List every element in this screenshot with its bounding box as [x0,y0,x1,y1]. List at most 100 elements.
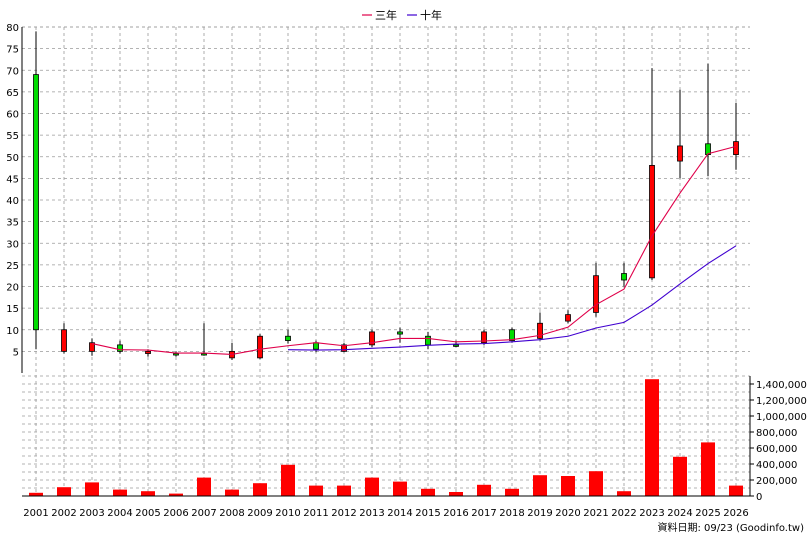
price-tick-label: 30 [6,239,19,250]
year-tick-label: 2010 [275,508,300,519]
volume-bar [253,483,267,496]
candle-body [481,331,487,344]
candles [33,31,739,361]
volume-bar [561,476,575,496]
year-tick-label: 2026 [723,508,748,519]
year-tick-label: 2007 [191,508,216,519]
year-tick-label: 2017 [471,508,496,519]
price-tick-label: 60 [6,110,19,121]
ma-3yr-line [91,145,737,355]
year-tick-label: 2021 [583,508,608,519]
price-tick-label: 50 [6,153,19,164]
price-tick-label: 45 [6,174,19,185]
volume-bar [533,475,547,496]
volume-bar [645,379,659,496]
candle-body [369,331,375,346]
grid [22,26,750,497]
year-tick-label: 2008 [219,508,244,519]
volume-tick-label: 1,400,000 [756,380,807,391]
price-tick-label: 80 [6,23,19,34]
candle-body [117,344,123,352]
price-tick-label: 5 [13,347,19,358]
candle-body [509,329,515,341]
volume-tick-label: 400,000 [756,460,797,471]
volume-tick-label: 0 [756,492,762,503]
price-tick-label: 25 [6,261,19,272]
volume-bar [197,477,211,496]
volume-tick-label: 600,000 [756,444,797,455]
candle-body [677,145,683,162]
volume-bar [57,487,71,496]
year-tick-label: 2019 [527,508,552,519]
volume-bar [309,485,323,496]
price-tick-label: 65 [6,88,19,99]
volume-bar [701,442,715,496]
candle-body [397,331,403,335]
price-tick-label: 35 [6,218,19,229]
year-tick-label: 2018 [499,508,524,519]
year-tick-label: 2024 [667,508,692,519]
price-tick-label: 70 [6,66,19,77]
ma-10yr-line [287,245,737,351]
candle-body [173,353,179,356]
data-date-credit: 資料日期: 09/23 (Goodinfo.tw) [657,521,804,534]
volume-bar [365,477,379,496]
volume-bar [225,489,239,496]
volume-bar [505,488,519,496]
candle-body [565,314,571,322]
candle-body [425,335,431,346]
axes: 51015202530354045505560657075800200,0004… [6,23,807,519]
legend-label-3yr: 三年 [375,8,397,22]
volume-bar [85,482,99,496]
candle-body [649,164,655,279]
candle-body [33,74,39,331]
price-tick-label: 10 [6,326,19,337]
price-tick-label: 15 [6,304,19,315]
year-tick-label: 2020 [555,508,580,519]
year-tick-label: 2001 [23,508,48,519]
moving-averages [91,145,737,355]
year-tick-label: 2022 [611,508,636,519]
year-tick-label: 2025 [695,508,720,519]
year-tick-label: 2004 [107,508,132,519]
candle-body [257,335,263,359]
year-tick-label: 2014 [387,508,412,519]
volume-tick-label: 200,000 [756,476,797,487]
price-tick-label: 75 [6,45,19,56]
volume-tick-label: 1,000,000 [756,412,807,423]
candle-body [593,275,599,313]
candle-body [285,335,291,341]
volume-bar [729,485,743,496]
candle-body [621,273,627,281]
legend-label-10yr: 十年 [420,8,442,22]
volume-bar [337,485,351,496]
candle-body [145,350,151,354]
plot-area [22,27,750,496]
year-tick-label: 2003 [79,508,104,519]
volume-bar [169,493,183,496]
volume-bar [113,489,127,496]
candle-body [201,353,207,356]
year-tick-label: 2005 [135,508,160,519]
candle-body [453,344,459,347]
volume-bar [29,492,43,496]
volume-tick-label: 1,200,000 [756,396,807,407]
candle-body [341,344,347,352]
candle-body [313,342,319,350]
volume-bar [589,471,603,496]
volume-bar [673,456,687,496]
price-tick-label: 40 [6,196,19,207]
year-tick-label: 2012 [331,508,356,519]
volume-bar [141,491,155,496]
year-tick-label: 2009 [247,508,272,519]
year-tick-label: 2006 [163,508,188,519]
year-tick-label: 2016 [443,508,468,519]
price-tick-label: 20 [6,283,19,294]
volume-bar [617,491,631,496]
candle-body [537,322,543,339]
volume-bars [29,379,743,496]
candle-body [61,329,67,352]
volume-bar [393,481,407,496]
